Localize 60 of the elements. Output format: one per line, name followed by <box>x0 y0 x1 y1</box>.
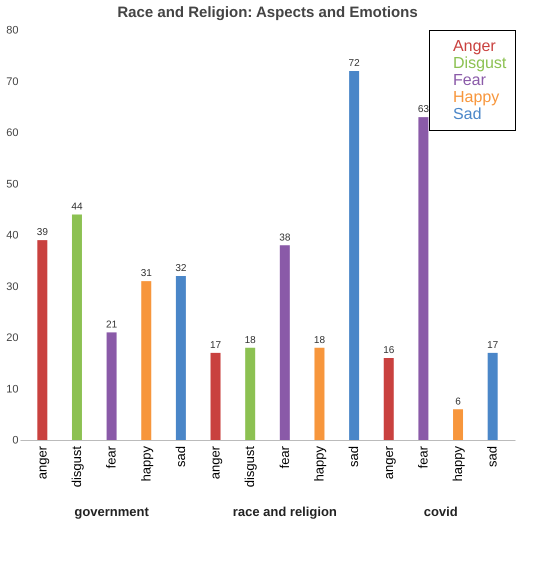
x-tick-label: anger <box>208 445 223 480</box>
bar <box>141 281 152 440</box>
bar <box>37 240 48 440</box>
data-label: 21 <box>106 319 118 330</box>
bar <box>210 352 221 440</box>
data-label: 44 <box>71 202 83 212</box>
data-label: 31 <box>140 268 152 280</box>
bar <box>453 409 464 440</box>
bar <box>418 117 428 440</box>
data-label: 18 <box>244 334 256 346</box>
data-label: 17 <box>210 340 222 351</box>
x-tick-label: sad <box>346 446 362 467</box>
bar <box>488 352 498 440</box>
data-label: 39 <box>36 227 48 238</box>
y-tick-label: 20 <box>6 332 18 344</box>
bar <box>106 332 117 440</box>
bar <box>245 348 256 440</box>
data-label: 18 <box>314 334 326 346</box>
y-tick-label: 0 <box>12 434 18 446</box>
x-tick-label: disgust <box>242 446 258 488</box>
text: race and religion <box>232 504 337 519</box>
x-tick-label: happy <box>311 446 326 482</box>
x-tick-label: fear <box>104 445 119 468</box>
y-tick-label: 40 <box>6 230 18 242</box>
text: Fear <box>453 72 487 89</box>
text: Sad <box>453 106 482 123</box>
bar <box>384 358 394 440</box>
bar <box>280 245 290 440</box>
chart-title: Race and Religion: Aspects and Emotions <box>117 4 418 21</box>
y-tick-label: 30 <box>6 280 18 293</box>
data-label: 72 <box>348 58 360 69</box>
data-label: 17 <box>487 340 499 351</box>
data-label: 38 <box>279 232 291 244</box>
text: Happy <box>453 89 500 106</box>
x-tick-label: happy <box>450 446 466 482</box>
x-tick-label: disgust <box>68 446 84 488</box>
x-tick-label: sad <box>172 446 188 467</box>
text: government <box>74 504 150 519</box>
x-tick-label: fear <box>415 445 430 468</box>
bar <box>349 71 360 440</box>
data-label: 32 <box>175 263 187 274</box>
y-tick-label: 70 <box>6 76 18 88</box>
bar <box>314 348 324 440</box>
y-tick-label: 60 <box>6 127 18 139</box>
x-tick-label: sad <box>484 446 500 467</box>
bar <box>72 214 82 440</box>
x-tick-label: fear <box>276 445 292 468</box>
text: Disgust <box>453 55 507 72</box>
bar <box>176 276 186 440</box>
text: Anger <box>453 38 496 55</box>
y-tick-label: 50 <box>6 178 18 190</box>
data-label: 6 <box>455 396 462 408</box>
x-tick-label: anger <box>380 445 396 480</box>
x-tick-label: anger <box>34 445 50 480</box>
data-label: 63 <box>418 104 430 116</box>
y-tick-label: 80 <box>6 24 18 36</box>
text: covid <box>424 504 458 519</box>
x-tick-label: happy <box>138 446 154 482</box>
data-label: 16 <box>383 345 395 356</box>
y-tick-label: 10 <box>6 383 18 396</box>
